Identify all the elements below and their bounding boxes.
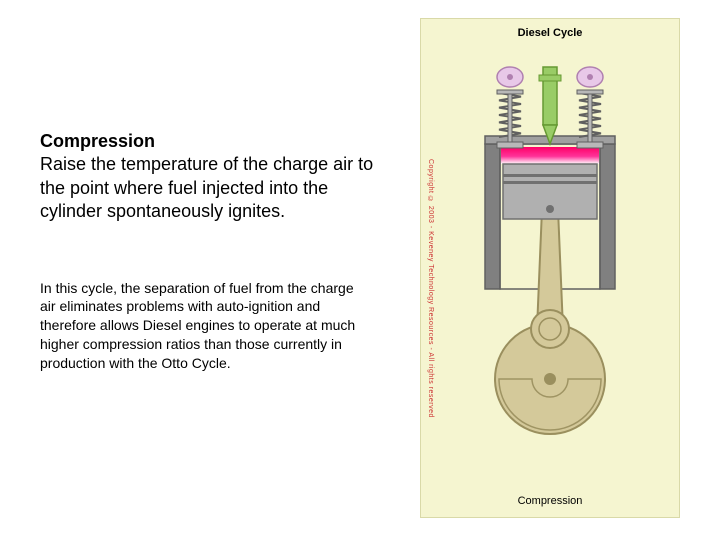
copyright-text: Copyright © 2003 - Keveney Technology Re… [427,159,434,418]
sub-text: In this cycle, the separation of fuel fr… [40,279,360,373]
heading: Compression [40,130,380,153]
diagram-panel: Diesel Cycle Copyright © 2003 - Keveney … [420,18,680,518]
main-text: Raise the temperature of the charge air … [40,153,380,223]
diagram-title: Diesel Cycle [421,27,679,39]
engine-diagram [445,49,655,489]
text-column: Compression Raise the temperature of the… [40,130,380,373]
diagram-caption: Compression [421,495,679,507]
